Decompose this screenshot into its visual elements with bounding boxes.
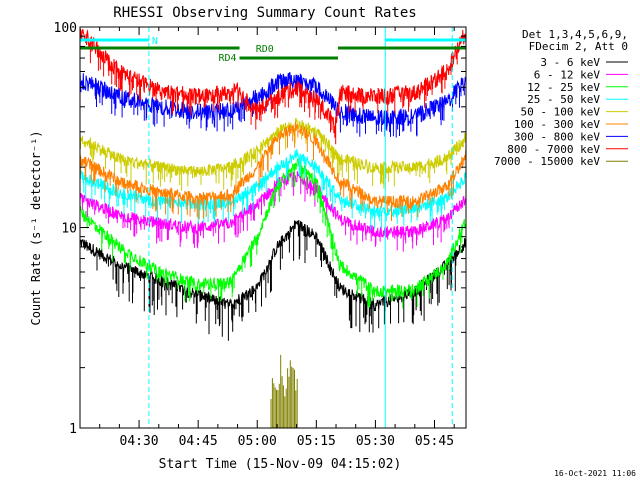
series-line [80, 121, 466, 221]
legend: Det 1,3,4,5,6,9, FDecim 2, Att 0 3 - 6 k… [494, 28, 628, 168]
footer-timestamp: 16-Oct-2021 11:06 [554, 469, 636, 478]
legend-label: 100 - 300 keV [514, 118, 600, 131]
series-layer [80, 28, 466, 428]
x-tick-label: 04:45 [179, 434, 218, 449]
y-tick-label: 1 [69, 422, 77, 437]
x-tick-label: 05:00 [238, 434, 277, 449]
series-line [80, 171, 466, 252]
plot-area: N RD4 RD0 1 10 100 04:30 04:45 05:00 05:15 05:30 0… [54, 21, 467, 449]
legend-header-line-2: FDecim 2, Att 0 [529, 40, 628, 53]
series-line [270, 354, 298, 428]
x-tick-label: 04:30 [120, 434, 159, 449]
series-line [80, 158, 466, 309]
series-line [80, 219, 466, 341]
chart-title: RHESSI Observing Summary Count Rates [113, 5, 416, 21]
legend-label: 12 - 25 keV [527, 81, 600, 94]
series-line [80, 149, 466, 230]
legend-label: 7000 - 15000 keV [494, 155, 600, 168]
y-tick-label: 100 [54, 21, 77, 36]
x-tick-label: 05:45 [415, 434, 454, 449]
attenuator-label: RD0 [256, 44, 274, 55]
series-line [80, 71, 466, 138]
night-label: N [152, 36, 158, 47]
attenuator-label: RD4 [218, 53, 236, 64]
series-line [80, 28, 466, 145]
legend-label: 3 - 6 keV [540, 56, 600, 69]
legend-label: 50 - 100 keV [521, 106, 601, 119]
x-axis-label: Start Time (15-Nov-09 04:15:02) [159, 457, 402, 472]
y-tick-label: 10 [61, 222, 77, 237]
legend-label: 300 - 800 keV [514, 130, 600, 143]
legend-label: 800 - 7000 keV [507, 143, 600, 156]
legend-label: 6 - 12 keV [534, 68, 601, 81]
x-tick-label: 05:30 [356, 434, 395, 449]
tick-layer: 1 10 100 04:30 04:45 05:00 05:15 05:30 05:45 [54, 21, 466, 449]
y-axis-label: Count Rate (s⁻¹ detector⁻¹) [29, 130, 43, 325]
legend-label: 25 - 50 keV [527, 93, 600, 106]
x-tick-label: 05:15 [297, 434, 336, 449]
legend-header-line-1: Det 1,3,4,5,6,9, [522, 28, 628, 41]
